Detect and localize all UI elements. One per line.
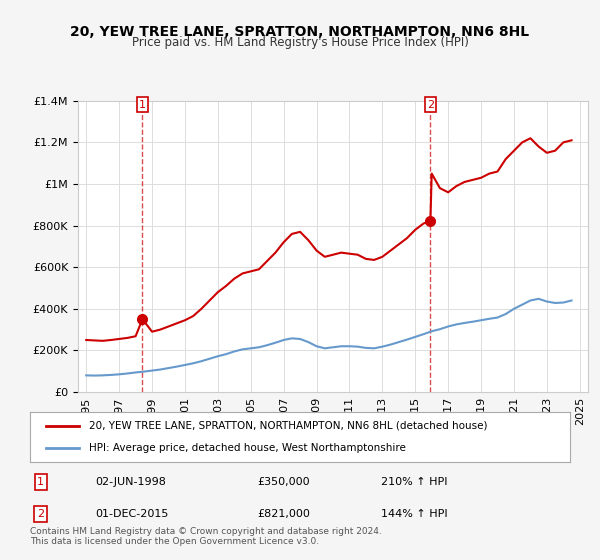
Text: 210% ↑ HPI: 210% ↑ HPI (381, 477, 448, 487)
Text: Contains HM Land Registry data © Crown copyright and database right 2024.
This d: Contains HM Land Registry data © Crown c… (30, 526, 382, 546)
Text: Price paid vs. HM Land Registry's House Price Index (HPI): Price paid vs. HM Land Registry's House … (131, 36, 469, 49)
Text: £821,000: £821,000 (257, 509, 310, 519)
Text: 20, YEW TREE LANE, SPRATTON, NORTHAMPTON, NN6 8HL: 20, YEW TREE LANE, SPRATTON, NORTHAMPTON… (70, 25, 530, 39)
Text: HPI: Average price, detached house, West Northamptonshire: HPI: Average price, detached house, West… (89, 443, 406, 453)
Text: 01-DEC-2015: 01-DEC-2015 (95, 509, 168, 519)
Text: 20, YEW TREE LANE, SPRATTON, NORTHAMPTON, NN6 8HL (detached house): 20, YEW TREE LANE, SPRATTON, NORTHAMPTON… (89, 421, 488, 431)
Text: 1: 1 (139, 100, 146, 110)
Text: £350,000: £350,000 (257, 477, 310, 487)
Text: 1: 1 (37, 477, 44, 487)
Text: 2: 2 (427, 100, 434, 110)
Text: 2: 2 (37, 509, 44, 519)
Text: 144% ↑ HPI: 144% ↑ HPI (381, 509, 448, 519)
Text: 02-JUN-1998: 02-JUN-1998 (95, 477, 166, 487)
